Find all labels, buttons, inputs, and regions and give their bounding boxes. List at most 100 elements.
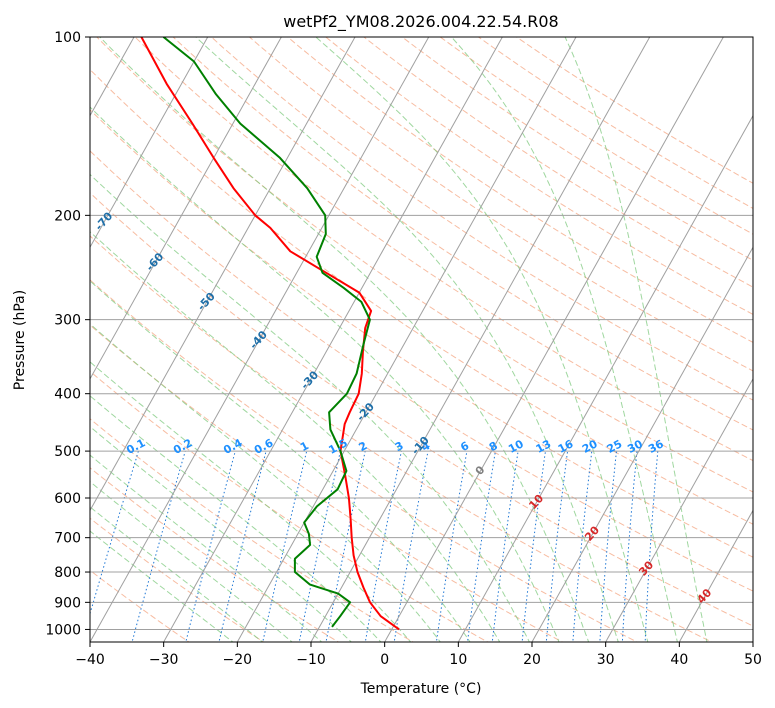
moist-adiabat: [315, 37, 649, 642]
isotherm-line: [90, 37, 430, 642]
isotherm-line: [163, 37, 503, 642]
dry-adiabat: [90, 324, 564, 642]
y-tick-label: 200: [54, 208, 81, 224]
dry-adiabat: [90, 150, 753, 592]
mixing-ratio-line: [90, 450, 139, 616]
mixing-ratio-line: [644, 451, 659, 642]
dry-adiabat: [90, 517, 265, 642]
mixing-ratio-label: 36: [646, 437, 666, 456]
x-axis-label: Temperature (°C): [360, 681, 482, 697]
moist-adiabat: [90, 530, 234, 642]
x-tick-label: 30: [597, 652, 615, 668]
isotherm-line: [605, 377, 753, 642]
x-tick-label: 50: [744, 652, 762, 668]
dewpoint-profile-line: [162, 37, 371, 628]
x-tick-label: −30: [149, 652, 179, 668]
moist-adiabat: [90, 280, 471, 642]
dry-adiabat: [172, 37, 753, 431]
mixing-ratio-label: 13: [534, 437, 554, 456]
temperature-profile-line: [140, 37, 400, 631]
dry-adiabat: [210, 37, 753, 401]
x-tick-label: 40: [670, 652, 688, 668]
dry-adiabat: [90, 235, 713, 642]
mixing-ratio-line: [393, 451, 429, 642]
profile-series: [140, 37, 400, 631]
moist-adiabat: [90, 481, 293, 642]
y-tick-label: 900: [54, 595, 81, 611]
x-tick-label: −40: [75, 652, 105, 668]
y-tick-label: 800: [54, 565, 81, 581]
y-tick-label: 300: [54, 313, 81, 329]
x-tick-label: 10: [449, 652, 467, 668]
x-axis-ticks: −40 −30 −20 −10 0 10 20 30 40 50: [75, 642, 762, 668]
dry-adiabat: [90, 68, 753, 525]
mixing-ratio-line: [325, 450, 366, 642]
mixing-ratio-label: 10: [506, 437, 526, 456]
y-tick-label: 700: [54, 531, 81, 547]
mixing-ratio-label: 25: [605, 437, 625, 456]
mixing-ratio-line: [491, 451, 519, 642]
y-tick-label: 1000: [45, 622, 81, 638]
x-tick-label: 0: [380, 652, 389, 668]
dry-adiabat: [324, 37, 753, 315]
dry-adiabat: [96, 37, 753, 493]
dry-adiabat: [90, 279, 639, 642]
mixing-ratio-line: [262, 450, 308, 642]
mixing-ratio-line: [131, 450, 186, 642]
dry-adiabats: [90, 37, 753, 642]
dry-adiabat: [515, 37, 753, 184]
mixing-ratio-label: 20: [580, 437, 600, 456]
x-tick-label: 20: [523, 652, 541, 668]
dry-adiabat: [286, 37, 753, 343]
dry-adiabat: [90, 370, 489, 642]
x-tick-label: −20: [223, 652, 253, 668]
mixing-ratio-line: [521, 451, 546, 642]
x-tick-label: −10: [296, 652, 326, 668]
mixing-ratio-line: [572, 451, 593, 642]
dry-adiabat: [363, 37, 753, 288]
mixing-ratio-line: [298, 450, 341, 642]
isotherm-line: [678, 509, 753, 642]
dry-adiabat: [134, 37, 753, 462]
isotherm-line: [236, 37, 577, 642]
dry-adiabat: [477, 37, 753, 210]
dry-adiabat: [248, 37, 753, 372]
mixing-ratio-line: [435, 451, 468, 642]
dry-adiabat: [90, 418, 414, 642]
isotherm-line: [90, 37, 282, 380]
moist-adiabats: [90, 37, 708, 642]
dry-adiabat: [401, 37, 753, 261]
y-tick-label: 100: [54, 30, 81, 46]
moist-adiabat: [195, 37, 619, 642]
y-tick-label: 500: [54, 444, 81, 460]
moist-adiabat: [90, 506, 264, 642]
moist-adiabat: [90, 454, 323, 642]
mixing-ratio-line: [185, 450, 236, 642]
mixing-ratio-line: [364, 451, 402, 642]
isobar-gridlines: [90, 37, 753, 630]
isotherm-line: [90, 37, 209, 249]
dry-adiabat: [90, 192, 753, 627]
isotherm-line: [90, 37, 356, 512]
mixing-ratio-lines: [90, 450, 659, 642]
y-tick-label: 600: [54, 491, 81, 507]
isotherm-line: [531, 246, 753, 642]
isotherm-line: [310, 37, 651, 642]
moist-adiabat: [90, 395, 382, 642]
mixing-ratio-line: [621, 451, 638, 642]
y-axis-ticks: 100 200 300 400 500 600 700 800 900 1000: [45, 30, 90, 638]
isotherm-gridlines: [90, 37, 753, 642]
mixing-ratio-label: 30: [625, 437, 645, 456]
moist-adiabat: [90, 425, 353, 642]
plot-frame: [89, 36, 754, 643]
moist-adiabat: [90, 361, 412, 642]
chart-title: wetPf2_YM08.2026.004.22.54.R08: [283, 12, 558, 32]
mixing-ratio-line: [599, 451, 617, 642]
isotherm-line: [457, 114, 753, 642]
moist-adiabat: [564, 37, 708, 642]
mixing-ratio-label: 16: [556, 437, 576, 456]
mixing-ratio-line: [466, 451, 496, 642]
dry-adiabat: [90, 109, 753, 558]
moist-adiabat: [90, 323, 442, 642]
